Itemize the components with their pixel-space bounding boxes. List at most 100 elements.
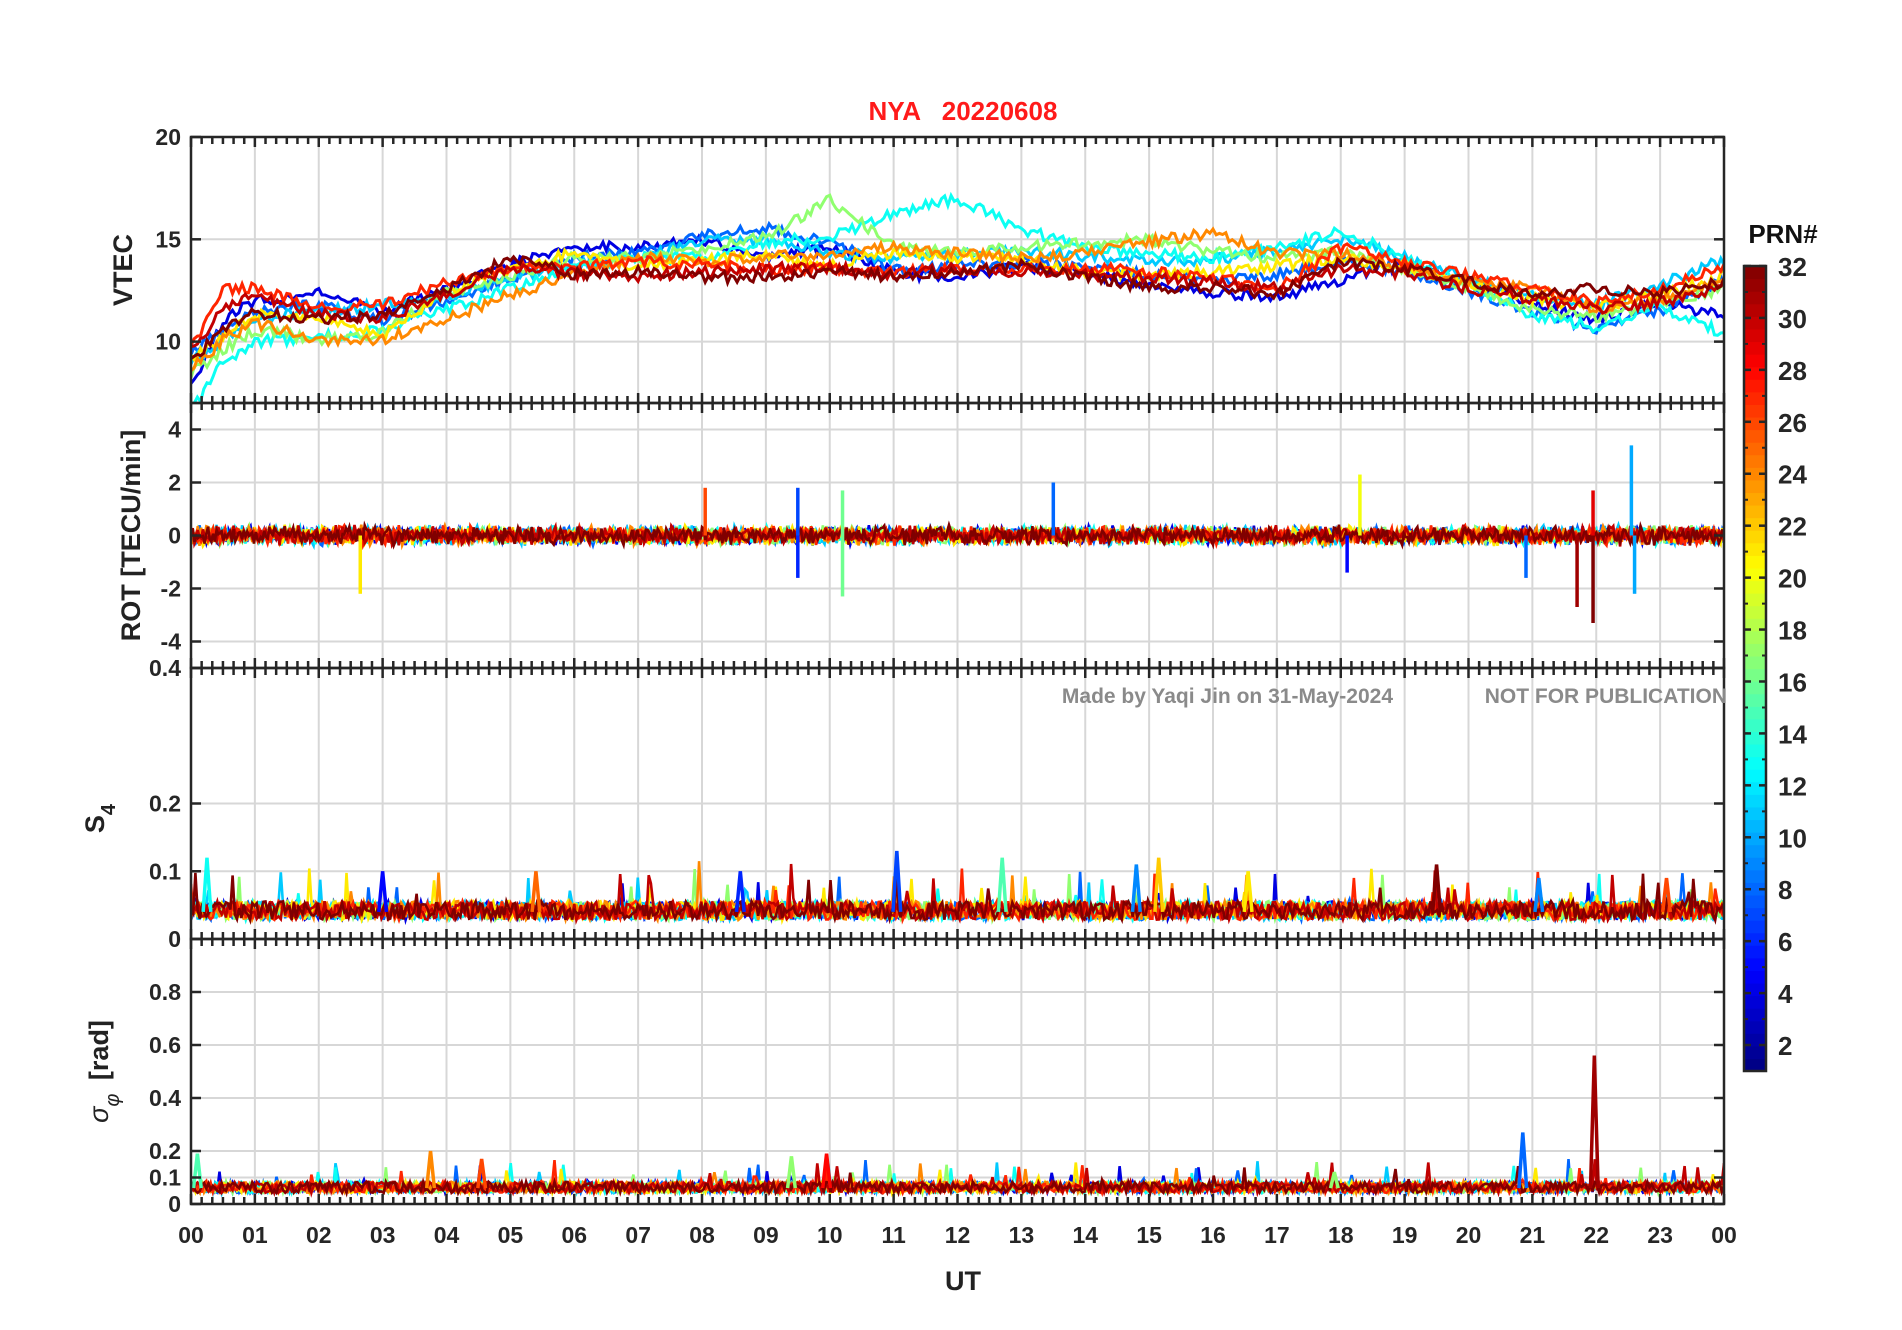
y-axis-label-subscript: 4: [98, 803, 120, 815]
y-tick-label: 0.1: [149, 1165, 181, 1191]
y-tick-label: 10: [155, 329, 181, 355]
colorbar-cell: [1744, 643, 1766, 657]
x-tick-label: 05: [498, 1222, 524, 1248]
colorbar-cell: [1744, 995, 1766, 1009]
colorbar-cell: [1744, 454, 1766, 468]
panel-data: [191, 1055, 1724, 1198]
y-tick-label: 0.2: [149, 1138, 181, 1164]
spike-prn-5: [377, 871, 389, 913]
colorbar-cell: [1744, 517, 1766, 531]
spike-prn-26: [476, 1158, 488, 1189]
x-tick-label: 07: [625, 1222, 651, 1248]
y-tick-label: 20: [155, 124, 181, 150]
y-tick-label: 2: [168, 470, 181, 496]
y-tick-label: -2: [161, 576, 181, 602]
spike-prn-24: [424, 1150, 437, 1189]
x-ticks: [189, 668, 1726, 939]
x-tick-label: 12: [945, 1222, 971, 1248]
colorbar-cell: [1744, 492, 1766, 506]
colorbar-cell: [1744, 844, 1766, 858]
series-line-prn-32: [191, 520, 1724, 550]
y-tick-label: 4: [168, 417, 181, 443]
colorbar-tick-label: 2: [1778, 1031, 1792, 1061]
colorbar-tick-label: 14: [1778, 719, 1807, 749]
spike-prn-15: [996, 857, 1008, 913]
x-tick-label: 00: [178, 1222, 204, 1248]
colorbar-cell: [1744, 957, 1766, 971]
colorbar-cell: [1744, 1058, 1766, 1072]
series-line-prn-24: [191, 226, 1724, 372]
colorbar-tick-label: 10: [1778, 823, 1807, 853]
colorbar-cell: [1744, 1020, 1766, 1034]
colorbar-tick-label: 16: [1778, 667, 1807, 697]
y-tick-label: 0.1: [149, 858, 181, 884]
colorbar-cell: [1744, 970, 1766, 984]
colorbar-cell: [1744, 706, 1766, 720]
x-tick-label: 14: [1072, 1222, 1098, 1248]
colorbar-cell: [1744, 366, 1766, 380]
y-axis-label-phi: φ: [102, 1094, 124, 1107]
colorbar-cell: [1744, 743, 1766, 758]
x-ticks: [189, 939, 1726, 1204]
watermark-left: Made by Yaqi Jin on 31-May-2024: [1062, 685, 1393, 708]
x-axis: 00 01 02 03 04 05 06 07 08 09 10 11 12 13 14 15 16 17 18 19…: [178, 1222, 1737, 1248]
colorbar-cell: [1744, 379, 1766, 393]
colorbar-cell: [1744, 630, 1766, 644]
y-axis-label: S4: [80, 803, 120, 833]
colorbar-cell: [1744, 693, 1766, 707]
y-axis-label: σφ [rad]: [84, 1020, 124, 1123]
colorbar-cell: [1744, 354, 1766, 368]
x-tick-label: 06: [561, 1222, 587, 1248]
x-tick-label: 17: [1264, 1222, 1290, 1248]
colorbar-cell: [1744, 668, 1766, 682]
x-tick-label: 02: [306, 1222, 332, 1248]
colorbar-cell: [1744, 567, 1766, 582]
y-tick-label: 15: [155, 226, 181, 252]
colorbar-tick-label: 32: [1778, 252, 1807, 282]
colorbar-cell: [1744, 794, 1766, 808]
x-tick-label: 18: [1328, 1222, 1354, 1248]
x-ticks: [189, 403, 1726, 668]
spike-prn-31: [1588, 1055, 1600, 1189]
x-tick-label: 15: [1136, 1222, 1162, 1248]
x-tick-label: 10: [817, 1222, 843, 1248]
colorbar-cell: [1744, 291, 1766, 305]
colorbar-tick-label: 20: [1778, 564, 1807, 594]
colorbar-cell: [1744, 530, 1766, 544]
colorbar-cell: [1744, 894, 1766, 909]
spike-prn-6: [734, 871, 746, 913]
y-tick-label: 0.6: [149, 1032, 181, 1058]
colorbar-cell: [1744, 618, 1766, 632]
colorbar-cell: [1744, 303, 1766, 317]
colorbar-tick-label: 22: [1778, 512, 1807, 542]
colorbar-cell: [1744, 391, 1766, 405]
colorbar-cell: [1744, 542, 1766, 556]
colorbar-tick-label: 6: [1778, 927, 1792, 957]
colorbar-cell: [1744, 1033, 1766, 1047]
spike-prn-22: [1153, 857, 1165, 913]
y-axis-label: VTEC: [108, 234, 138, 306]
colorbar-tick-label: 12: [1778, 771, 1807, 801]
spike-prn-9: [1130, 864, 1142, 913]
colorbar-tick-label: 24: [1778, 460, 1807, 490]
spike-prn-13: [201, 857, 213, 913]
y-tick-label: 0: [168, 523, 181, 549]
series-line-prn-32: [191, 872, 1724, 925]
spike-prn-9: [1533, 877, 1545, 913]
panel-data: [191, 850, 1724, 926]
x-tick-label: 00: [1711, 1222, 1737, 1248]
colorbar-cell: [1744, 932, 1766, 946]
colorbar-cell: [1744, 857, 1766, 871]
colorbar-cell: [1744, 266, 1766, 280]
x-tick-label: 19: [1392, 1222, 1418, 1248]
panel-vtec: 10 15 20 VTEC: [108, 124, 1726, 405]
colorbar-cell: [1744, 681, 1766, 695]
y-tick-label: 0: [168, 1191, 181, 1217]
colorbar-cell: [1744, 479, 1766, 494]
series-line-prn-32: [191, 1166, 1724, 1198]
colorbar-cell: [1744, 731, 1766, 745]
y-tick-label: 0.8: [149, 979, 181, 1005]
colorbar-cell: [1744, 1008, 1766, 1022]
y-tick-label: 0.4: [149, 655, 181, 681]
